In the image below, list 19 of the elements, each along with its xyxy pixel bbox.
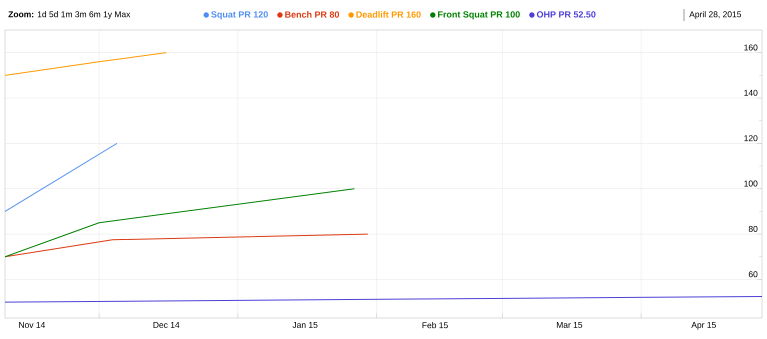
y-tick-label: 120 [744,135,758,142]
legend-label: Deadlift PR 160 [356,11,421,18]
x-tick-label: Jan 15 [292,322,318,328]
y-tick-label: 140 [744,90,758,96]
y-tick-label: 160 [744,44,758,50]
y-tick-label: 100 [744,180,758,187]
legend-label: Squat PR 120 [211,11,268,20]
x-tick-label: Mar 15 [556,322,582,328]
legend-label: Bench PR 80 [285,11,340,18]
x-tick-label: Apr 15 [691,322,716,330]
x-tick-label: Nov 14 [19,322,46,328]
legend-label: OHP PR 52.50 [536,11,596,18]
y-tick-label: 80 [748,226,758,232]
text: Zoom: 1d 5d 1m 3m 6m 1y Max [8,11,130,19]
legend-label: Front Squat PR 100 [438,11,520,20]
y-tick-label: 60 [748,271,758,278]
x-tick-label: Dec 14 [154,322,180,328]
x-tick-label: Feb 15 [422,322,448,328]
text: April 28, 2015 [689,11,742,19]
